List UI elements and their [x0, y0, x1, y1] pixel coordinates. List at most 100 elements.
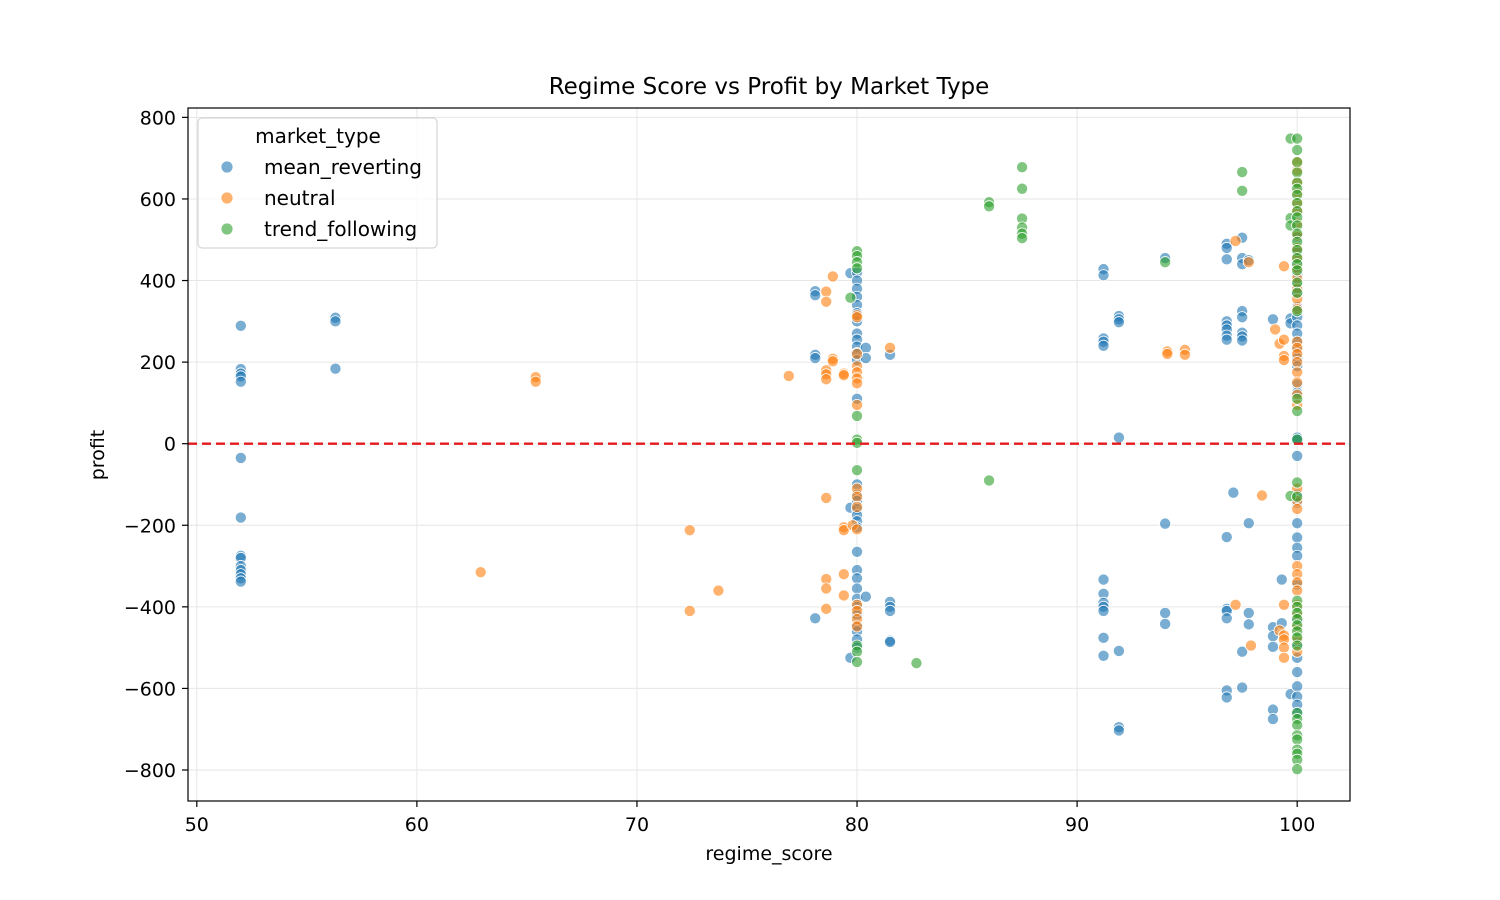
data-point	[1291, 719, 1304, 732]
legend-label: mean_reverting	[264, 155, 422, 179]
data-point	[474, 566, 487, 579]
data-point	[837, 589, 850, 602]
legend-label: trend_following	[264, 217, 417, 241]
y-tick-label: 600	[140, 189, 176, 211]
data-point	[1266, 640, 1279, 653]
data-point	[851, 572, 864, 585]
x-tick-label: 100	[1279, 814, 1315, 836]
data-point	[1291, 490, 1304, 503]
data-point	[1016, 232, 1029, 245]
data-point	[851, 311, 864, 324]
data-point	[851, 500, 864, 513]
data-point	[1291, 144, 1304, 157]
data-point	[1291, 549, 1304, 562]
y-tick-label: 200	[140, 352, 176, 374]
series-mean_reverting	[234, 231, 1304, 737]
data-point	[983, 474, 996, 487]
data-point	[1277, 260, 1290, 273]
data-point	[1291, 502, 1304, 515]
data-point	[844, 291, 857, 304]
data-point	[851, 377, 864, 390]
data-point	[820, 602, 833, 615]
data-point	[851, 347, 864, 360]
data-point	[1277, 598, 1290, 611]
data-point	[1291, 264, 1304, 277]
data-point	[1236, 334, 1249, 347]
data-point	[851, 490, 864, 503]
data-point	[683, 524, 696, 537]
data-point	[1112, 644, 1125, 657]
data-point	[712, 584, 725, 597]
data-point	[983, 200, 996, 213]
legend-marker	[220, 160, 234, 174]
points-layer	[234, 132, 1304, 776]
data-point	[826, 355, 839, 368]
plot-frame	[187, 107, 1351, 802]
data-point	[1255, 489, 1268, 502]
legend-marker	[220, 222, 234, 236]
data-point	[1220, 531, 1233, 544]
data-point	[1159, 256, 1172, 269]
data-point	[1016, 182, 1029, 195]
data-point	[234, 319, 247, 332]
data-point	[1291, 763, 1304, 776]
data-point	[1097, 339, 1110, 352]
x-tick-label: 80	[845, 814, 869, 836]
data-point	[1161, 347, 1174, 360]
data-point	[884, 604, 897, 617]
data-point	[820, 582, 833, 595]
data-point	[884, 635, 897, 648]
y-tick-label: −600	[124, 678, 176, 700]
data-point	[1242, 618, 1255, 631]
data-point	[1236, 681, 1249, 694]
data-point	[1266, 313, 1279, 326]
data-point	[1291, 666, 1304, 679]
data-point	[1291, 286, 1304, 299]
data-point	[234, 511, 247, 524]
data-point	[329, 362, 342, 375]
data-point	[1291, 305, 1304, 318]
y-tick-label: −800	[124, 760, 176, 782]
data-point	[1242, 517, 1255, 530]
data-point	[234, 451, 247, 464]
data-point	[1097, 649, 1110, 662]
data-point	[1097, 269, 1110, 282]
data-point	[329, 315, 342, 328]
x-tick-label: 50	[185, 814, 209, 836]
data-point	[1236, 184, 1249, 197]
legend-marker	[220, 191, 234, 205]
data-point	[1236, 166, 1249, 179]
y-tick-label: 400	[140, 271, 176, 293]
data-point	[851, 645, 864, 658]
data-point	[820, 491, 833, 504]
data-point	[851, 409, 864, 422]
y-tick-label: −400	[124, 597, 176, 619]
data-point	[851, 464, 864, 477]
data-point	[910, 657, 923, 670]
data-point	[1291, 639, 1304, 652]
data-point	[1097, 631, 1110, 644]
y-tick-label: 800	[140, 107, 176, 129]
x-ticks: 50 60 70 80 90 100	[185, 801, 1315, 836]
data-point	[851, 545, 864, 558]
data-point	[1277, 641, 1290, 654]
data-point	[1227, 486, 1240, 499]
data-point	[1236, 311, 1249, 324]
data-point	[1291, 166, 1304, 179]
data-point	[1016, 161, 1029, 174]
data-point	[1291, 733, 1304, 746]
data-point	[1291, 376, 1304, 389]
data-point	[1097, 573, 1110, 586]
y-axis-label: profit	[87, 430, 109, 481]
data-point	[1112, 724, 1125, 737]
data-point	[1291, 392, 1304, 405]
data-point	[1220, 691, 1233, 704]
data-point	[1291, 405, 1304, 418]
data-point	[820, 285, 833, 298]
data-point	[859, 590, 872, 603]
data-point	[1266, 713, 1279, 726]
